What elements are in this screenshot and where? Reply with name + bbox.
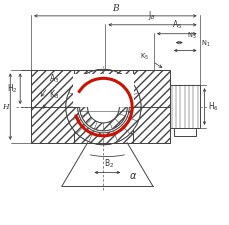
Wedge shape — [114, 90, 125, 101]
Text: A$_5$: A$_5$ — [171, 19, 181, 31]
Wedge shape — [81, 90, 92, 101]
Text: H: H — [2, 103, 8, 110]
Wedge shape — [103, 122, 112, 131]
Text: N$_1$: N$_1$ — [200, 38, 209, 49]
Text: K$_5$: K$_5$ — [139, 52, 161, 68]
Text: $\alpha$: $\alpha$ — [128, 171, 137, 181]
Wedge shape — [127, 93, 140, 107]
Wedge shape — [89, 131, 103, 145]
Wedge shape — [86, 118, 97, 129]
Wedge shape — [94, 122, 103, 131]
Wedge shape — [121, 117, 138, 134]
Text: J$_B$: J$_B$ — [148, 9, 156, 22]
Text: B: B — [112, 4, 118, 13]
Wedge shape — [86, 85, 97, 96]
Text: B$_2$: B$_2$ — [104, 158, 114, 171]
Wedge shape — [89, 69, 103, 83]
Wedge shape — [65, 93, 79, 107]
Wedge shape — [79, 98, 88, 107]
Circle shape — [87, 91, 119, 123]
Text: H$_2$: H$_2$ — [8, 83, 18, 95]
Wedge shape — [109, 85, 120, 96]
Wedge shape — [81, 113, 92, 124]
Wedge shape — [103, 69, 117, 83]
Polygon shape — [72, 74, 134, 107]
Polygon shape — [133, 70, 169, 143]
Wedge shape — [65, 107, 79, 122]
Wedge shape — [114, 113, 125, 124]
Wedge shape — [103, 131, 117, 145]
Polygon shape — [73, 133, 133, 143]
Wedge shape — [113, 125, 130, 142]
Wedge shape — [94, 83, 103, 92]
Wedge shape — [76, 125, 93, 142]
Text: H$_6$: H$_6$ — [207, 100, 218, 113]
Circle shape — [77, 81, 129, 133]
Text: A$_3$: A$_3$ — [41, 72, 59, 96]
Wedge shape — [103, 83, 112, 92]
Wedge shape — [76, 72, 93, 89]
Text: K$_8$: K$_8$ — [43, 88, 59, 108]
Polygon shape — [73, 70, 133, 80]
Wedge shape — [68, 80, 85, 97]
Wedge shape — [127, 107, 140, 122]
Wedge shape — [121, 80, 138, 97]
Text: N$_3$: N$_3$ — [186, 30, 195, 41]
Wedge shape — [117, 98, 127, 107]
Wedge shape — [113, 72, 130, 89]
Wedge shape — [117, 107, 127, 116]
Wedge shape — [68, 117, 85, 134]
Polygon shape — [169, 85, 199, 128]
Polygon shape — [31, 70, 73, 143]
Wedge shape — [79, 107, 88, 116]
Circle shape — [65, 69, 140, 145]
Wedge shape — [109, 118, 120, 129]
Polygon shape — [173, 128, 195, 136]
